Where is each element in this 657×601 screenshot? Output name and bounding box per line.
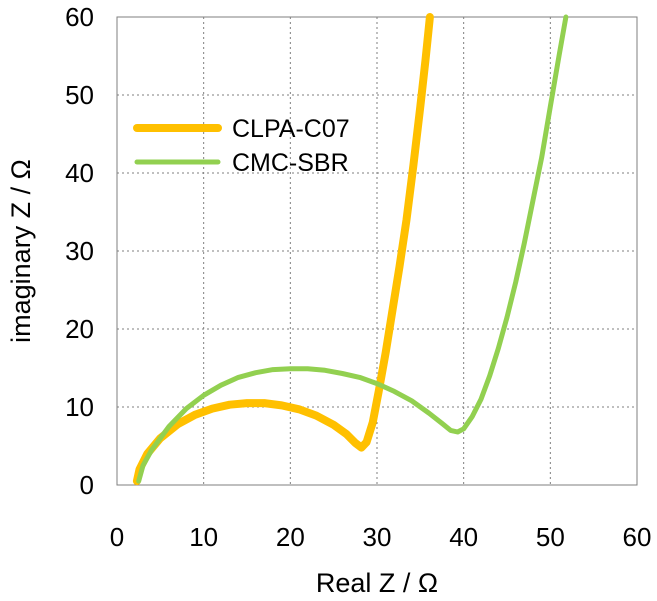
- y-axis-title: imaginary Z / Ω: [6, 159, 36, 343]
- x-tick-label: 0: [110, 522, 124, 552]
- x-tick-label: 30: [363, 522, 392, 552]
- y-tick-label: 60: [65, 2, 94, 32]
- plot-frame: [116, 16, 638, 486]
- legend: CLPA-C07 CMC-SBR: [133, 115, 350, 177]
- x-tick-label: 20: [276, 522, 305, 552]
- x-axis-title: Real Z / Ω: [316, 568, 438, 598]
- y-axis-tick-labels: 0 10 20 30 40 50 60: [65, 2, 94, 500]
- legend-label: CMC-SBR: [232, 149, 349, 177]
- series-line-cmc-sbr: [136, 14, 569, 484]
- y-tick-label: 30: [65, 236, 94, 266]
- series-line-clpa-c07: [132, 13, 434, 486]
- y-tick-label: 10: [65, 392, 94, 422]
- x-tick-label: 40: [449, 522, 478, 552]
- y-tick-label: 20: [65, 314, 94, 344]
- legend-label: CLPA-C07: [232, 115, 350, 143]
- y-tick-label: 0: [80, 470, 94, 500]
- x-axis-tick-labels: 0 10 20 30 40 50 60: [110, 522, 652, 552]
- x-tick-label: 50: [536, 522, 565, 552]
- y-tick-label: 50: [65, 80, 94, 110]
- x-tick-label: 10: [189, 522, 218, 552]
- y-tick-label: 40: [65, 158, 94, 188]
- x-tick-label: 60: [623, 522, 652, 552]
- series-lines: [132, 13, 569, 486]
